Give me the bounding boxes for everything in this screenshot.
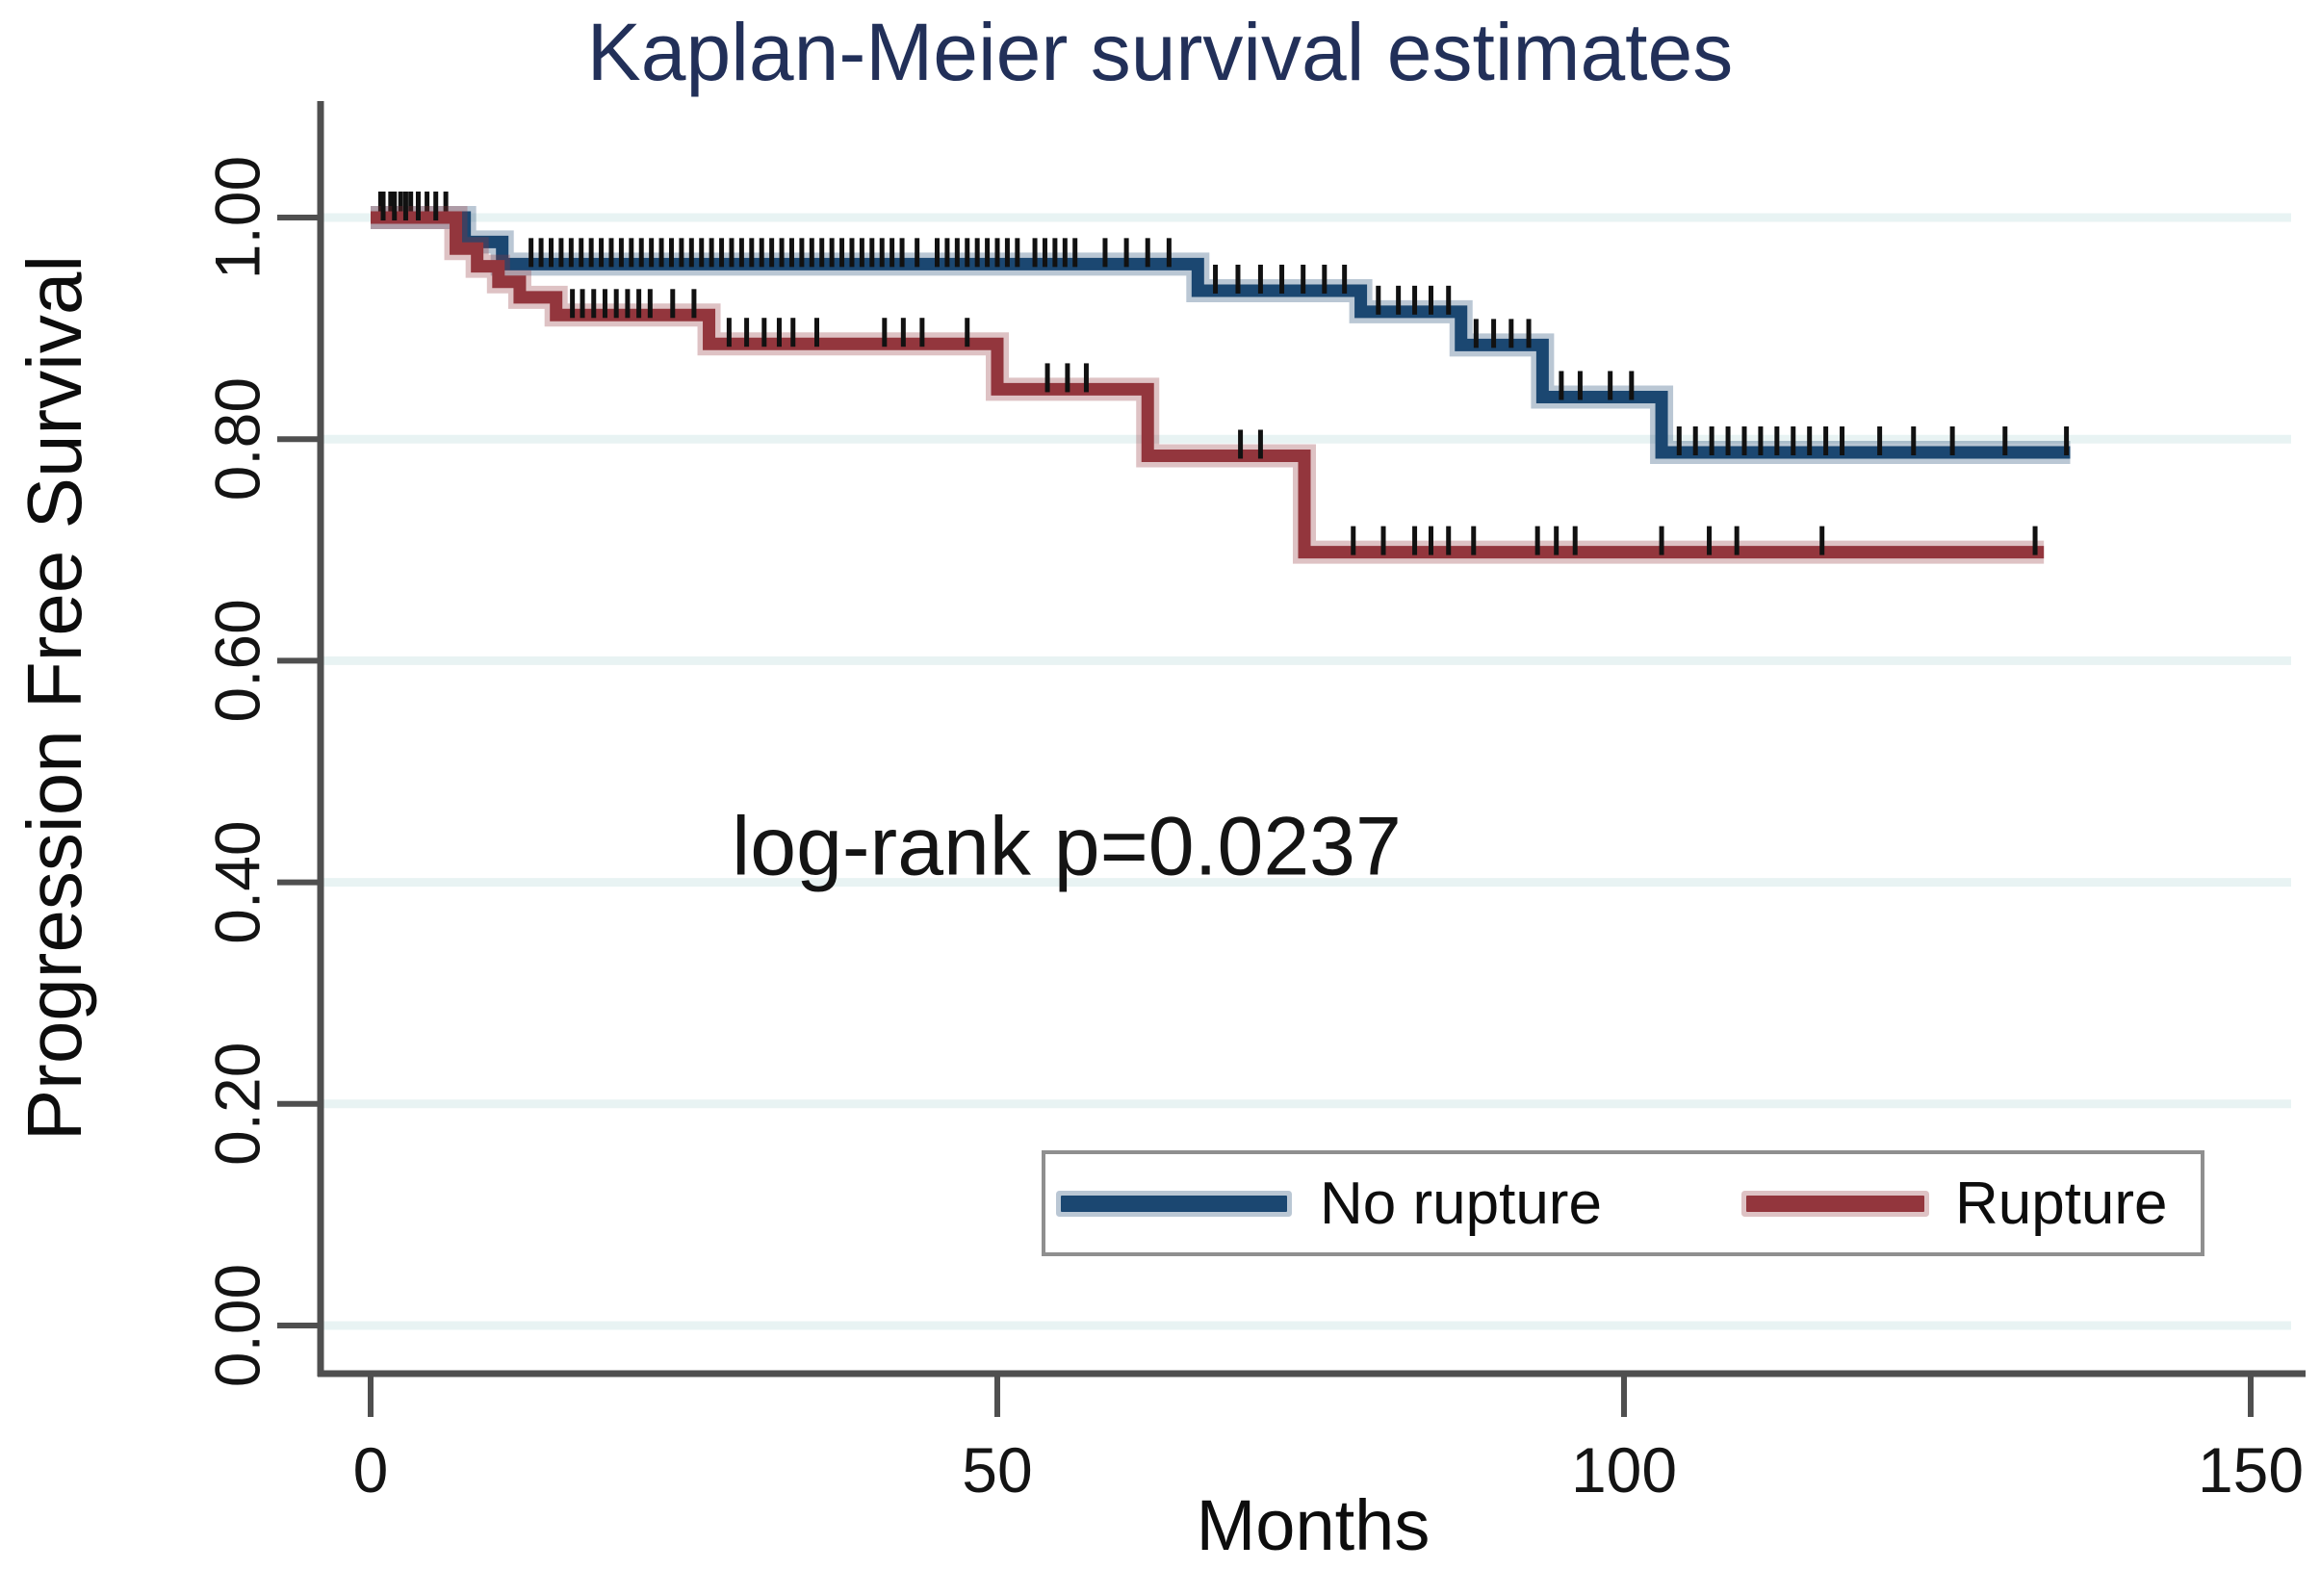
x-tick-label: 100	[1571, 1434, 1677, 1506]
legend-box: No rupture Rupture	[1042, 1150, 2204, 1256]
legend-line-no-rupture	[1061, 1195, 1287, 1212]
x-tick-label: 50	[962, 1434, 1032, 1506]
y-tick-label: 0.40	[201, 820, 272, 943]
chart-title: Kaplan-Meier survival estimates	[586, 7, 1734, 97]
y-tick-label: 0.20	[201, 1043, 272, 1166]
legend-line-rupture	[1745, 1195, 1924, 1212]
x-axis-title: Months	[1196, 1485, 1431, 1565]
curve-no_rupture	[371, 211, 2071, 459]
y-tick-label: 0.80	[201, 377, 272, 501]
y-tick-label: 0.60	[201, 599, 272, 722]
curve-rupture	[371, 211, 2045, 559]
x-tick-label: 150	[2198, 1434, 2304, 1506]
logrank-annotation: log-rank p=0.0237	[732, 800, 1402, 893]
x-tick-label: 0	[353, 1434, 389, 1506]
curve-halo-no_rupture	[371, 206, 2071, 465]
legend-label-rupture: Rupture	[1954, 1170, 2168, 1237]
y-tick-label: 1.00	[201, 156, 272, 279]
y-tick-label: 0.00	[201, 1264, 272, 1387]
legend-label-no-rupture: No rupture	[1320, 1170, 1602, 1237]
